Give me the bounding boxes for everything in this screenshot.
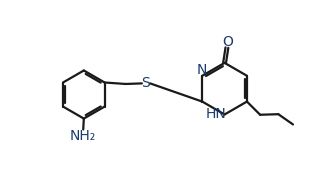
Text: O: O: [222, 35, 233, 49]
Text: HN: HN: [206, 108, 227, 122]
Text: N: N: [196, 64, 207, 78]
Text: NH₂: NH₂: [70, 129, 96, 143]
Text: S: S: [141, 76, 150, 90]
